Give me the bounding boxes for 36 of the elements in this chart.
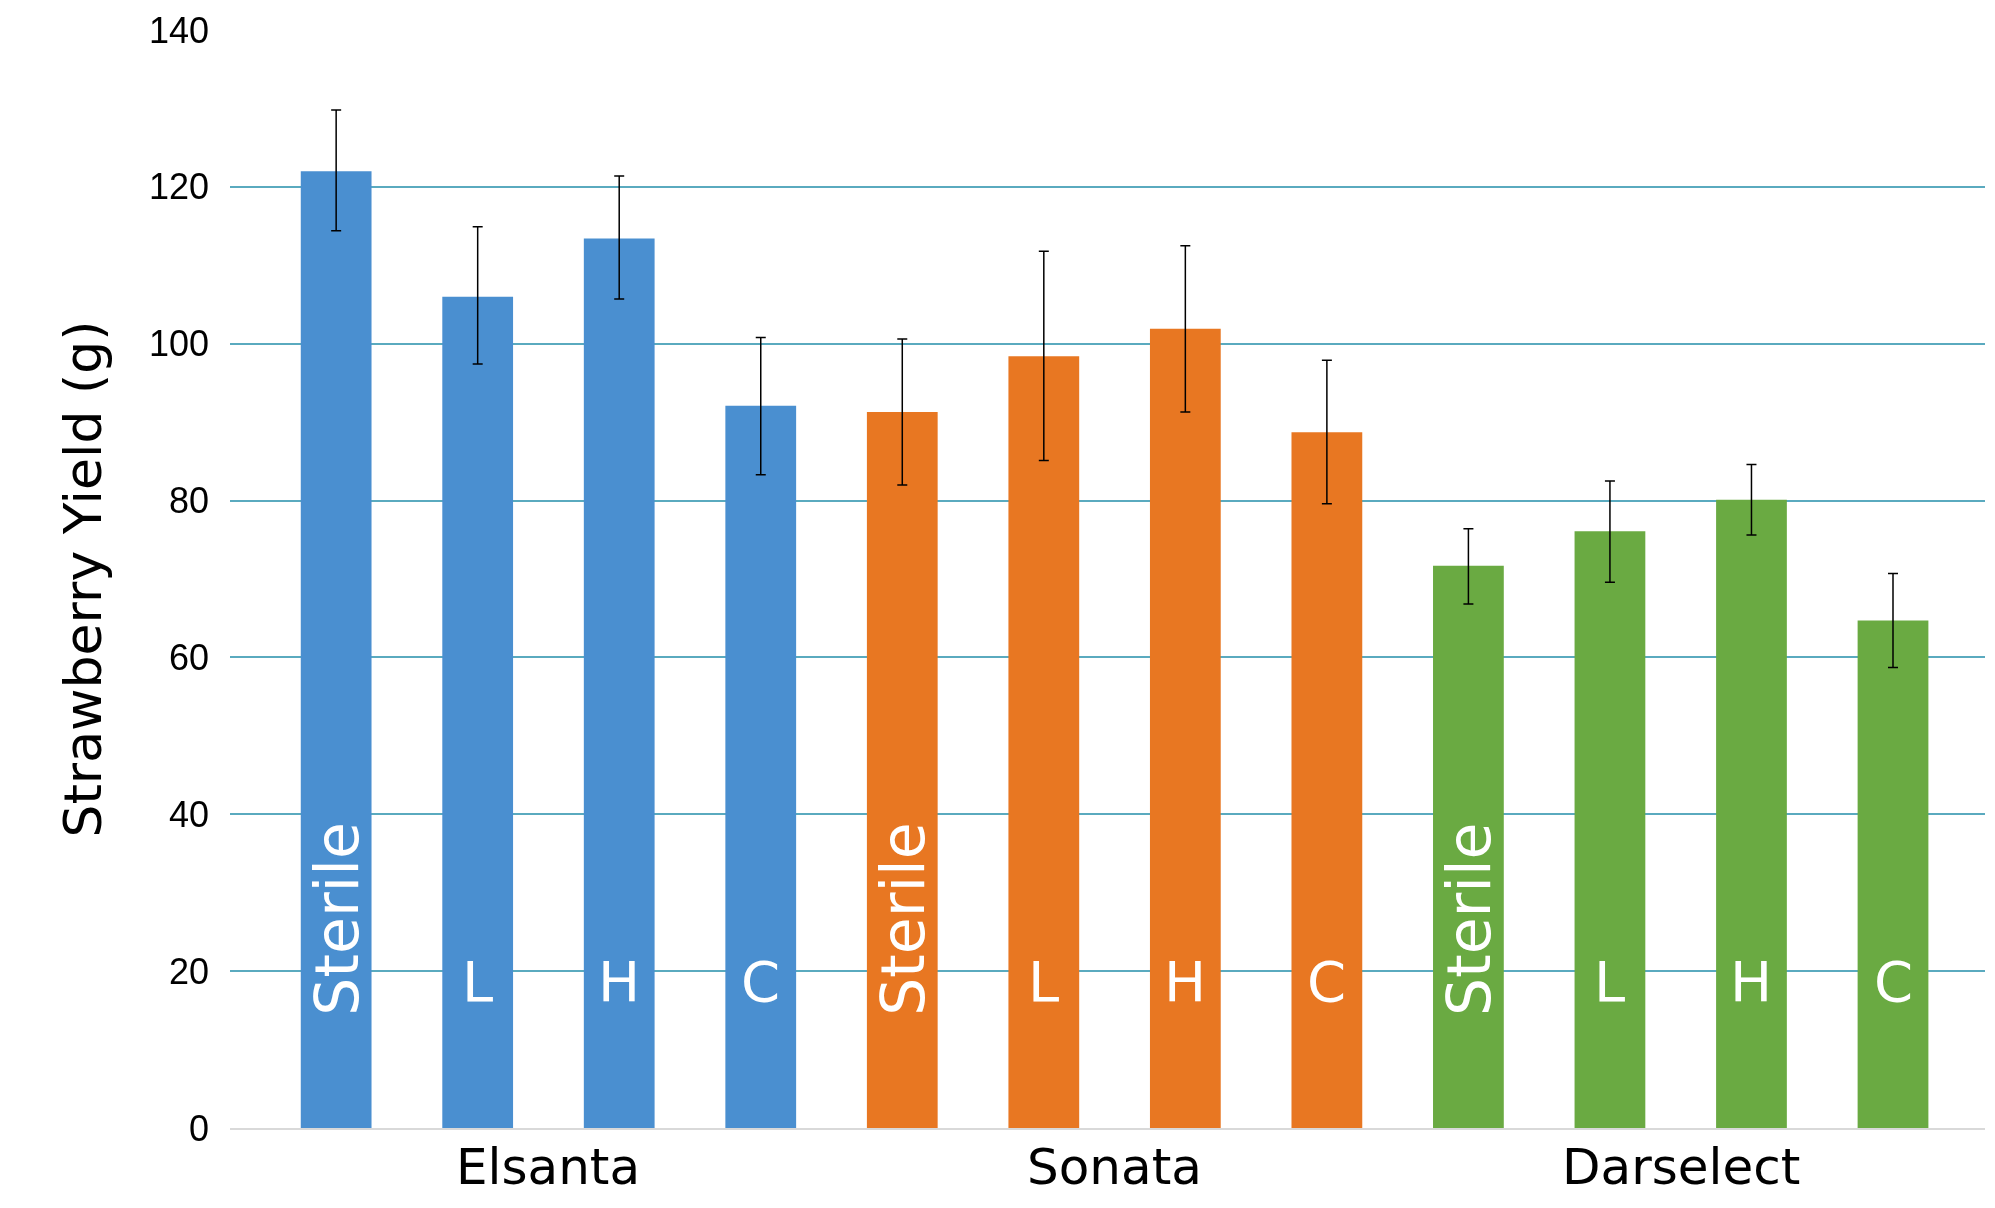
y-tick-label: 100 [148,323,209,365]
bar [1574,531,1646,1128]
x-tick-label: L [1594,949,1626,1014]
bar [300,171,372,1128]
bar [866,411,938,1128]
text: Darselect [1562,1138,1801,1196]
y-tick-label: 80 [168,480,209,522]
bar [442,296,514,1128]
x-tick-label: C [1874,949,1914,1014]
x-tick-label: C [1307,949,1347,1014]
y-tick-label: 20 [168,950,209,992]
x-tick-label: L [1028,949,1060,1014]
text: Sonata [1027,1138,1202,1196]
y-tick-label: 40 [168,793,209,835]
x-tick-label: H [1730,949,1773,1014]
x-tick-label: Sterile [1433,822,1504,1016]
x-tick-label: H [1164,949,1207,1014]
y-tick-label: 0 [188,1107,209,1149]
x-tick-label: Sterile [867,822,938,1016]
y-axis-title: Strawberry Yield (g) [53,320,114,838]
bar [1291,432,1363,1128]
bar [1149,328,1221,1128]
bar [725,405,797,1128]
bar [1433,565,1504,1128]
bar [583,238,655,1128]
text: Elsanta [456,1138,641,1196]
y-tick-label: 120 [148,166,209,208]
y-tick-label: 140 [148,9,209,51]
x-tick-label: H [598,949,641,1014]
x-tick-label: L [462,949,494,1014]
y-tick-label: 60 [168,637,209,679]
bar [1008,356,1080,1128]
bar [1716,499,1787,1128]
x-tick-label: C [741,949,781,1014]
bar [1857,620,1929,1128]
x-tick-label: Sterile [301,822,372,1016]
